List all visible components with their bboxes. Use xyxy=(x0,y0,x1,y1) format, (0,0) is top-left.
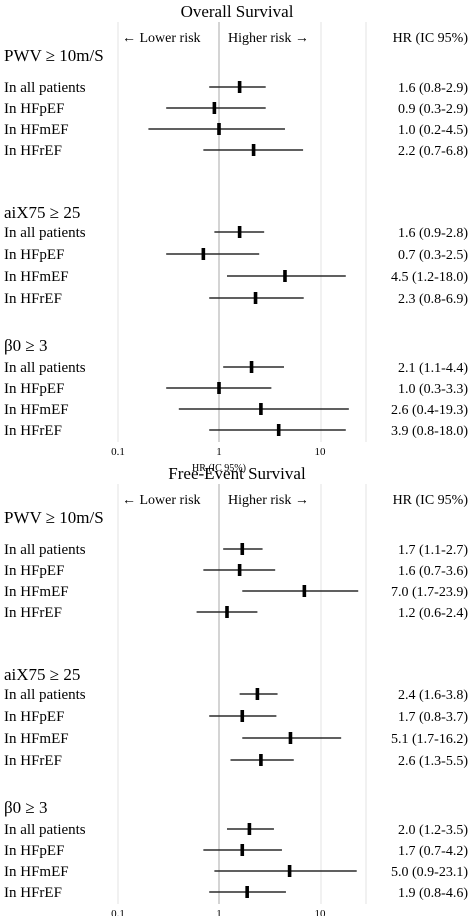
x-tick-label: 1 xyxy=(216,446,222,458)
row-label: In HFmEF xyxy=(4,864,69,880)
row-label: In all patients xyxy=(4,80,86,96)
hr-point-marker xyxy=(217,123,221,135)
hr-point-marker xyxy=(240,543,245,555)
hr-value-text: 1.0 (0.3-3.3) xyxy=(398,382,468,397)
row-label: In HFpEF xyxy=(4,101,64,117)
hr-value-text: 1.6 (0.7-3.6) xyxy=(398,564,468,579)
hr-value-text: 1.0 (0.2-4.5) xyxy=(398,123,468,138)
hr-point-marker xyxy=(251,144,256,156)
row-label: In all patients xyxy=(4,360,86,376)
row-label: In all patients xyxy=(4,822,86,838)
hr-point-marker xyxy=(259,754,263,766)
panel-title: Free-Event Survival xyxy=(168,464,306,483)
row-label: In HFmEF xyxy=(4,402,69,418)
group-label: β0 ≥ 3 xyxy=(4,336,47,355)
hr-point-marker xyxy=(237,81,242,93)
hr-point-marker xyxy=(255,688,260,700)
hr-point-marker xyxy=(201,248,206,260)
hr-value-text: 1.2 (0.6-2.4) xyxy=(398,606,468,621)
row-label: In HFmEF xyxy=(4,122,69,138)
hr-point-marker xyxy=(240,844,245,856)
row-label: In all patients xyxy=(4,542,86,558)
hr-value-text: 1.6 (0.8-2.9) xyxy=(398,81,468,96)
hr-point-marker xyxy=(247,823,252,835)
row-label: In HFrEF xyxy=(4,605,62,621)
x-tick-label: 0.1 xyxy=(111,446,125,458)
row-label: In all patients xyxy=(4,225,86,241)
hr-value-text: 7.0 (1.7-23.9) xyxy=(391,585,468,600)
x-tick-label: 1 xyxy=(216,908,222,916)
hr-point-marker xyxy=(237,226,242,238)
hr-value-text: 2.2 (0.7-6.8) xyxy=(398,144,468,159)
row-label: In HFpEF xyxy=(4,843,64,859)
hr-value-text: 2.6 (0.4-19.3) xyxy=(391,403,468,418)
lower-risk-label: ← Lower risk xyxy=(122,493,201,508)
row-label: In HFrEF xyxy=(4,885,62,901)
hr-point-marker xyxy=(276,424,281,436)
x-tick-label: 10 xyxy=(315,446,327,458)
x-axis-label: HR (IC 95%) xyxy=(192,463,246,474)
hr-point-marker xyxy=(283,270,287,282)
higher-risk-label: Higher risk → xyxy=(228,493,309,508)
hr-value-text: 5.1 (1.7-16.2) xyxy=(391,732,468,747)
x-tick-label: 10 xyxy=(315,908,327,916)
hr-value-text: 5.0 (0.9-23.1) xyxy=(391,865,468,880)
group-label: aiX75 ≥ 25 xyxy=(4,665,80,684)
hr-point-marker xyxy=(217,382,221,394)
hr-value-text: 2.1 (1.1-4.4) xyxy=(398,361,468,376)
row-label: In HFpEF xyxy=(4,709,64,725)
hr-value-text: 1.7 (0.7-4.2) xyxy=(398,844,468,859)
group-label: β0 ≥ 3 xyxy=(4,798,47,817)
x-tick-label: 0.1 xyxy=(111,908,125,916)
hr-value-text: 2.0 (1.2-3.5) xyxy=(398,823,468,838)
hr-value-text: 3.9 (0.8-18.0) xyxy=(391,424,468,439)
hr-point-marker xyxy=(245,886,249,898)
hr-point-marker xyxy=(259,403,263,415)
row-label: In HFrEF xyxy=(4,291,62,307)
hr-point-marker xyxy=(249,361,254,373)
row-label: In HFmEF xyxy=(4,584,69,600)
hr-value-text: 2.3 (0.8-6.9) xyxy=(398,292,468,307)
group-label: aiX75 ≥ 25 xyxy=(4,203,80,222)
panel-title: Overall Survival xyxy=(181,2,294,21)
hr-point-marker xyxy=(302,585,307,597)
row-label: In HFmEF xyxy=(4,731,69,747)
row-label: In HFrEF xyxy=(4,423,62,439)
hr-column-header: HR (IC 95%) xyxy=(393,493,469,508)
hr-value-text: 1.6 (0.9-2.8) xyxy=(398,226,468,241)
hr-point-marker xyxy=(253,292,258,304)
hr-point-marker xyxy=(287,865,292,877)
lower-risk-label: ← Lower risk xyxy=(122,31,201,46)
hr-point-marker xyxy=(212,102,217,114)
row-label: In HFpEF xyxy=(4,563,64,579)
hr-value-text: 2.4 (1.6-3.8) xyxy=(398,688,468,703)
hr-point-marker xyxy=(237,564,242,576)
hr-value-text: 1.9 (0.8-4.6) xyxy=(398,886,468,901)
hr-value-text: 0.9 (0.3-2.9) xyxy=(398,102,468,117)
hr-point-marker xyxy=(240,710,245,722)
hr-value-text: 2.6 (1.3-5.5) xyxy=(398,754,468,769)
hr-value-text: 1.7 (1.1-2.7) xyxy=(398,543,468,558)
hr-value-text: 1.7 (0.8-3.7) xyxy=(398,710,468,725)
hr-value-text: 4.5 (1.2-18.0) xyxy=(391,270,468,285)
row-label: In HFmEF xyxy=(4,269,69,285)
hr-point-marker xyxy=(225,606,229,618)
row-label: In HFrEF xyxy=(4,143,62,159)
hr-column-header: HR (IC 95%) xyxy=(393,31,469,46)
hr-point-marker xyxy=(288,732,293,744)
row-label: In HFrEF xyxy=(4,753,62,769)
group-label: PWV ≥ 10m/S xyxy=(4,508,104,527)
hr-value-text: 0.7 (0.3-2.5) xyxy=(398,248,468,263)
row-label: In HFpEF xyxy=(4,247,64,263)
higher-risk-label: Higher risk → xyxy=(228,31,309,46)
row-label: In HFpEF xyxy=(4,381,64,397)
group-label: PWV ≥ 10m/S xyxy=(4,46,104,65)
row-label: In all patients xyxy=(4,687,86,703)
